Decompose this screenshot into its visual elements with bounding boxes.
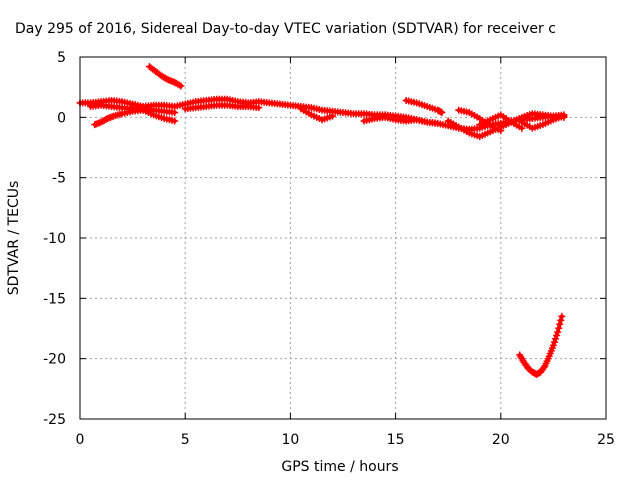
y-tick-label: 0 — [57, 110, 66, 126]
chart-title: Day 295 of 2016, Sidereal Day-to-day VTE… — [15, 21, 556, 37]
data-point — [177, 82, 185, 90]
series-3 — [129, 102, 179, 125]
data-point — [557, 316, 565, 324]
y-tick-label: -20 — [43, 352, 66, 368]
data-point — [171, 109, 179, 117]
series-8 — [402, 96, 446, 117]
x-tick-label: 25 — [597, 432, 615, 448]
x-tick-label: 0 — [76, 432, 85, 448]
data-point — [553, 331, 561, 339]
data-point — [555, 324, 563, 332]
data-point — [558, 312, 566, 320]
x-tick-label: 15 — [387, 432, 405, 448]
data-point — [549, 341, 557, 349]
data-point — [175, 81, 183, 89]
series-12 — [518, 112, 568, 132]
y-tick-label: 5 — [57, 50, 66, 66]
y-tick-label: -25 — [43, 412, 66, 428]
series-7 — [360, 113, 442, 127]
x-tick-label: 10 — [281, 432, 299, 448]
data-point — [518, 124, 526, 132]
data-point — [102, 115, 110, 123]
y-axis-label: SDTVAR / TECUs — [6, 181, 22, 296]
data-point — [434, 119, 442, 127]
data-point — [540, 363, 548, 371]
data-point — [255, 104, 263, 112]
series-6 — [297, 105, 336, 124]
y-tick-label: -5 — [52, 171, 66, 187]
data-point — [497, 127, 505, 135]
data-point — [163, 75, 171, 83]
ticks: 0 5 10 15 20 25 5 0 -5 -10 -15 -20 -25 — [43, 50, 615, 448]
data-point — [552, 335, 560, 343]
data-point — [171, 117, 179, 125]
data-point — [560, 112, 568, 120]
data-marks — [76, 63, 568, 378]
series-13 — [516, 312, 566, 378]
data-point — [556, 320, 564, 328]
data-point — [550, 338, 558, 346]
series-11 — [476, 111, 526, 132]
data-point — [438, 109, 446, 117]
x-tick-label: 5 — [181, 432, 190, 448]
y-tick-label: -15 — [43, 291, 66, 307]
x-tick-label: 20 — [492, 432, 510, 448]
x-axis-label: GPS time / hours — [281, 459, 398, 475]
data-point — [554, 328, 562, 336]
y-tick-label: -10 — [43, 231, 66, 247]
series-4 — [145, 63, 185, 90]
data-point — [328, 112, 336, 120]
series-2 — [91, 106, 147, 129]
series-5 — [181, 101, 263, 113]
